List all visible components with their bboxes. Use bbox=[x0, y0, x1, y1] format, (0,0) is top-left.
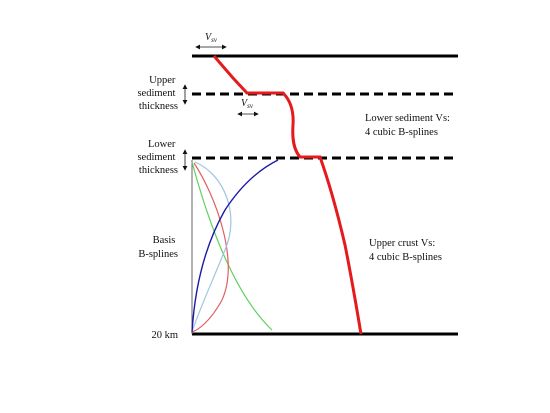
upper-sediment-label: Upper sediment thickness bbox=[137, 75, 178, 112]
basis-bsplines-label: Basis B-splines bbox=[138, 235, 178, 260]
bspline-dark-blue bbox=[191, 159, 279, 333]
vsv-mid-label: Vsv bbox=[241, 98, 254, 110]
depth-20km-label: 20 km bbox=[151, 330, 178, 341]
bspline-light-blue bbox=[191, 161, 232, 333]
bspline-red bbox=[191, 162, 229, 333]
lower-sediment-vs-label: Lower sediment Vs: 4 cubic B-splines bbox=[365, 113, 453, 138]
velocity-profile-line bbox=[212, 55, 363, 335]
lower-sediment-label: Lower sediment thickness bbox=[137, 139, 178, 176]
bspline-green bbox=[191, 161, 273, 331]
vsv-top-label: Vsv bbox=[205, 32, 218, 44]
upper-crust-vs-label: Upper crust Vs: 4 cubic B-splines bbox=[369, 238, 442, 263]
